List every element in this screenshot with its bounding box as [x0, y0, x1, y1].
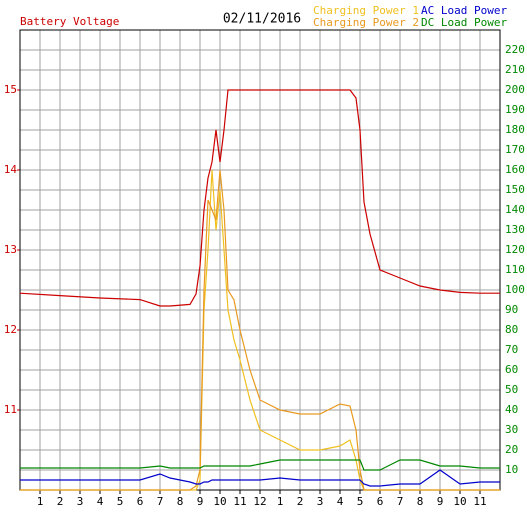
y2-tick-label: 30 — [505, 423, 518, 436]
series-line — [20, 169, 500, 491]
legend-entry: Charging Power 2 — [313, 16, 419, 29]
x-tick-label: 1 — [37, 495, 44, 508]
x-tick-label: 4 — [337, 495, 344, 508]
y-axis-label: Battery Voltage — [20, 15, 119, 28]
y2-tick-label: 50 — [505, 383, 518, 396]
y2-tick-label: 200 — [505, 83, 525, 96]
x-tick-label: 5 — [117, 495, 124, 508]
y2-tick-label: 160 — [505, 163, 525, 176]
x-tick-label: 7 — [157, 495, 164, 508]
x-tick-label: 11 — [233, 495, 246, 508]
x-tick-label: 4 — [97, 495, 104, 508]
x-tick-label: 10 — [453, 495, 466, 508]
y2-tick-label: 40 — [505, 403, 518, 416]
x-tick-label: 2 — [57, 495, 64, 508]
y2-tick-label: 20 — [505, 443, 518, 456]
x-tick-label: 10 — [213, 495, 226, 508]
y2-tick-label: 220 — [505, 43, 525, 56]
y2-tick-label: 90 — [505, 303, 518, 316]
x-tick-label: 9 — [197, 495, 204, 508]
y2-tick-label: 120 — [505, 243, 525, 256]
y-tick-label: 15 — [4, 83, 17, 96]
legend-entry: AC Load Power — [421, 4, 507, 17]
y-tick-label: 13 — [4, 243, 17, 256]
y2-tick-label: 80 — [505, 323, 518, 336]
y2-tick-label: 110 — [505, 263, 525, 276]
y2-tick-label: 130 — [505, 223, 525, 236]
chart-title: 02/11/2016 — [223, 12, 301, 27]
x-tick-label: 12 — [253, 495, 266, 508]
y-tick-label: 14 — [4, 163, 18, 176]
x-tick-label: 3 — [77, 495, 84, 508]
y2-tick-label: 10 — [505, 463, 518, 476]
y2-tick-label: 60 — [505, 363, 518, 376]
x-tick-label: 8 — [417, 495, 424, 508]
series-line — [20, 469, 500, 487]
x-tick-label: 8 — [177, 495, 184, 508]
y2-tick-label: 170 — [505, 143, 525, 156]
y-tick-label: 11 — [4, 403, 17, 416]
y2-tick-label: 190 — [505, 103, 525, 116]
legend-entry: DC Load Power — [421, 16, 507, 29]
y-tick-label: 12 — [4, 323, 17, 336]
plot-frame — [19, 29, 501, 491]
y2-tick-label: 140 — [505, 203, 525, 216]
y2-tick-label: 180 — [505, 123, 525, 136]
x-tick-label: 6 — [377, 495, 384, 508]
series-line — [19, 89, 500, 307]
y2-tick-label: 210 — [505, 63, 525, 76]
x-tick-label: 1 — [277, 495, 284, 508]
y2-tick-label: 100 — [505, 283, 525, 296]
x-tick-label: 6 — [137, 495, 144, 508]
y2-tick-label: 70 — [505, 343, 518, 356]
x-tick-label: 5 — [357, 495, 364, 508]
x-tick-label: 7 — [397, 495, 404, 508]
x-tick-label: 11 — [473, 495, 486, 508]
legend-entry: Charging Power 1 — [313, 4, 419, 17]
y2-tick-label: 150 — [505, 183, 525, 196]
x-tick-label: 3 — [317, 495, 324, 508]
x-tick-label: 9 — [437, 495, 444, 508]
series-line — [20, 459, 500, 471]
x-tick-label: 2 — [297, 495, 304, 508]
